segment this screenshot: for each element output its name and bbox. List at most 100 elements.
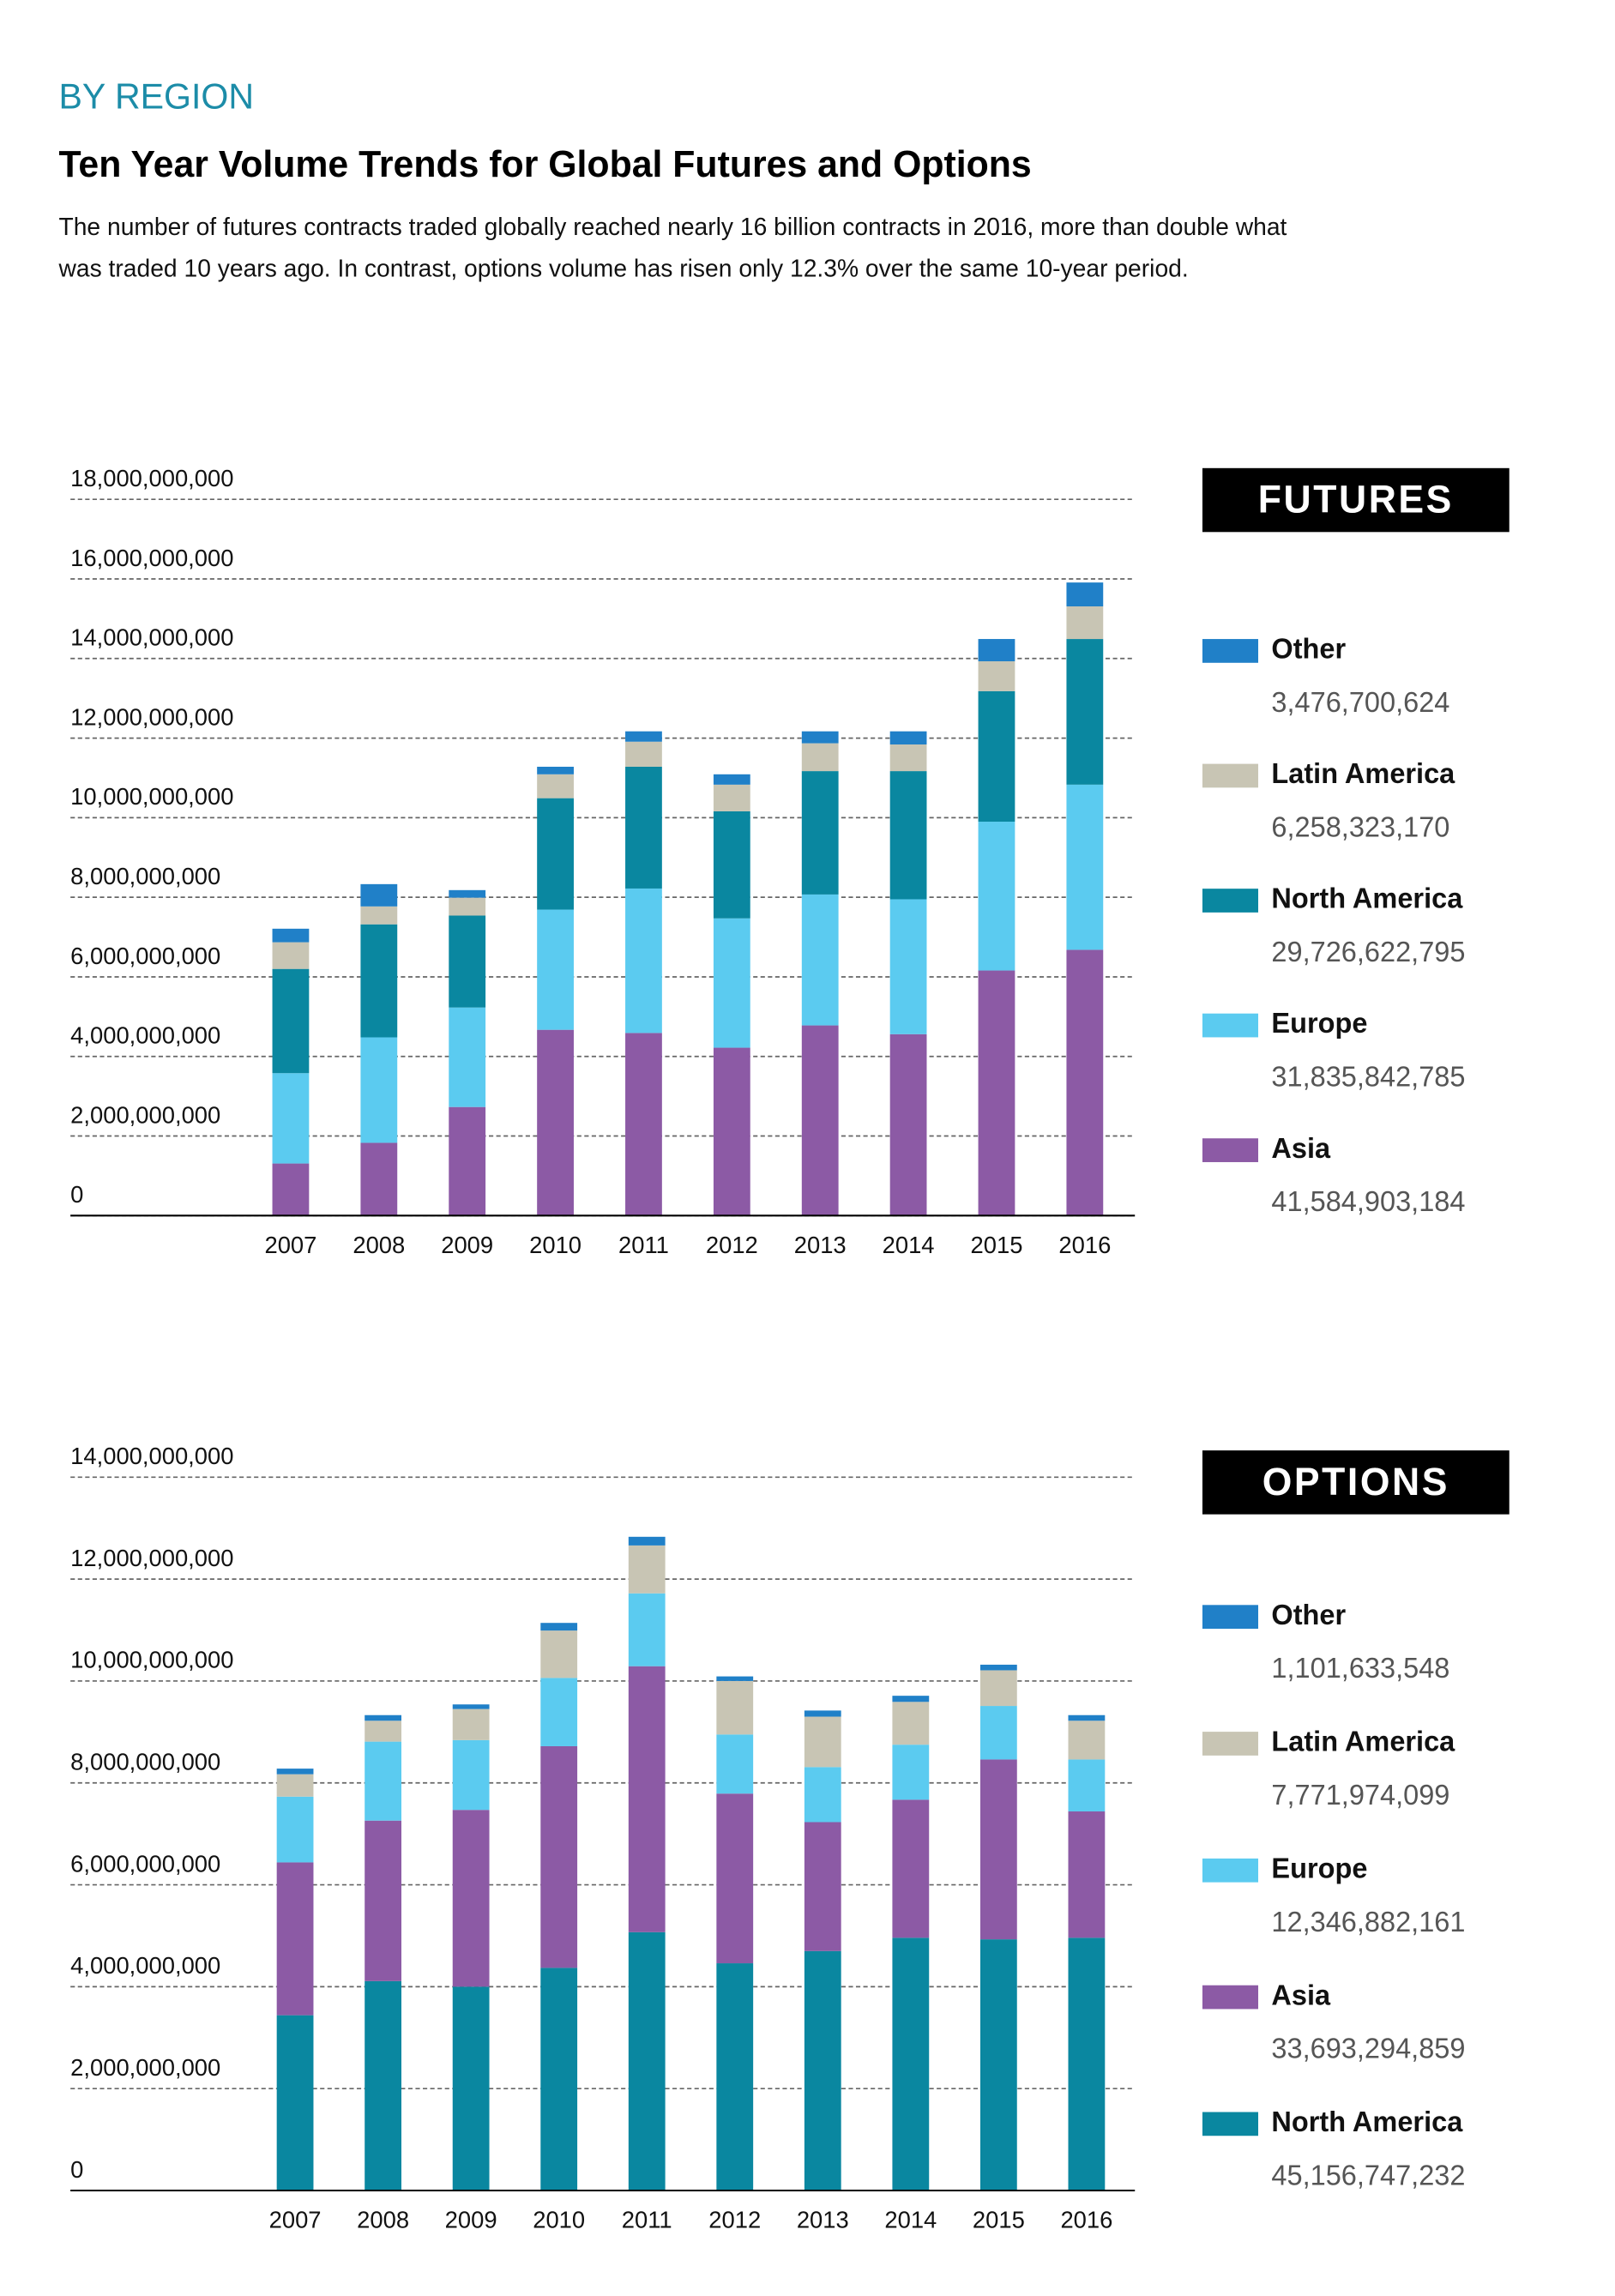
x-tick-label: 2016 bbox=[1058, 1232, 1111, 1258]
legend-swatch bbox=[1202, 639, 1259, 663]
bar-segment bbox=[452, 1704, 490, 1709]
bar-segment bbox=[716, 1793, 754, 1964]
legend-label: Other bbox=[1271, 1599, 1346, 1630]
x-tick-label: 2016 bbox=[1060, 2207, 1112, 2233]
bar-segment bbox=[716, 1676, 754, 1681]
bar-segment bbox=[452, 1810, 490, 1987]
legend-label: Europe bbox=[1271, 1852, 1367, 1883]
bar-segment bbox=[625, 731, 662, 742]
legend-total: 29,726,622,795 bbox=[1271, 936, 1465, 967]
bar-segment bbox=[360, 906, 398, 925]
x-tick-label: 2007 bbox=[269, 2207, 322, 2233]
bar-segment bbox=[540, 1678, 578, 1746]
y-tick-label: 10,000,000,000 bbox=[70, 783, 233, 810]
bar-segment bbox=[449, 897, 486, 916]
bar-segment bbox=[978, 661, 1015, 691]
bar-segment bbox=[716, 1680, 754, 1735]
legend-swatch bbox=[1202, 1985, 1259, 2010]
bar-segment bbox=[452, 1739, 490, 1811]
bar-segment bbox=[272, 1163, 310, 1216]
bar-segment bbox=[272, 928, 310, 943]
bar-segment bbox=[365, 1714, 402, 1721]
bar-segment bbox=[978, 822, 1015, 971]
x-tick-label: 2015 bbox=[971, 1232, 1023, 1258]
bar-segment bbox=[540, 1623, 578, 1631]
y-tick-label: 16,000,000,000 bbox=[70, 545, 233, 571]
bar-segment bbox=[537, 774, 574, 798]
bar-segment bbox=[978, 970, 1015, 1216]
bar-segment bbox=[360, 924, 398, 1038]
legend-swatch bbox=[1202, 1013, 1259, 1038]
x-tick-label: 2008 bbox=[353, 1232, 405, 1258]
bar-segment bbox=[360, 1037, 398, 1143]
bar-segment bbox=[801, 1025, 839, 1216]
x-tick-label: 2013 bbox=[797, 2207, 849, 2233]
bar-segment bbox=[978, 690, 1015, 823]
bar-segment bbox=[889, 771, 927, 900]
legend-total: 3,476,700,624 bbox=[1271, 686, 1449, 718]
legend-swatch bbox=[1202, 1732, 1259, 1756]
legend-label: North America bbox=[1271, 883, 1463, 914]
bar-segment bbox=[713, 784, 750, 811]
bar-segment bbox=[365, 1980, 402, 2191]
bar-segment bbox=[979, 1759, 1017, 1940]
y-tick-label: 12,000,000,000 bbox=[70, 703, 233, 730]
bar-segment bbox=[276, 1774, 314, 1797]
x-tick-label: 2009 bbox=[441, 1232, 493, 1258]
chart-title-box bbox=[1202, 467, 1510, 533]
bar-segment bbox=[628, 1593, 666, 1666]
legend-label: Latin America bbox=[1271, 757, 1455, 789]
bar-segment bbox=[628, 1545, 666, 1594]
x-tick-label: 2014 bbox=[884, 2207, 937, 2233]
legend-swatch bbox=[1202, 763, 1259, 788]
x-tick-label: 2011 bbox=[618, 1232, 669, 1258]
legend-total: 12,346,882,161 bbox=[1271, 1906, 1465, 1937]
bar-segment bbox=[625, 888, 662, 1034]
bar-segment bbox=[625, 741, 662, 767]
y-tick-label: 6,000,000,000 bbox=[70, 943, 220, 969]
bar-segment bbox=[365, 1741, 402, 1821]
bar-segment bbox=[713, 918, 750, 1048]
y-tick-label: 14,000,000,000 bbox=[70, 1443, 233, 1469]
bar-segment bbox=[804, 1822, 841, 1951]
bar-segment bbox=[365, 1720, 402, 1742]
bar-segment bbox=[1066, 582, 1104, 606]
bar-segment bbox=[1066, 639, 1104, 785]
legend-total: 1,101,633,548 bbox=[1271, 1652, 1449, 1684]
bar-segment bbox=[801, 894, 839, 1026]
bar-segment bbox=[360, 1142, 398, 1216]
bar-segment bbox=[537, 766, 574, 774]
chart-title: FUTURES bbox=[1258, 478, 1454, 521]
legend-total: 41,584,903,184 bbox=[1271, 1185, 1465, 1217]
bar-segment bbox=[537, 909, 574, 1030]
bar-segment bbox=[452, 1986, 490, 2191]
bar-segment bbox=[713, 811, 750, 919]
bar-segment bbox=[713, 774, 750, 785]
legend-total: 31,835,842,785 bbox=[1271, 1060, 1465, 1092]
bar-segment bbox=[272, 968, 310, 1074]
bar-segment bbox=[276, 2015, 314, 2191]
bar-segment bbox=[1066, 784, 1104, 950]
bar-segment bbox=[540, 1630, 578, 1678]
x-tick-label: 2012 bbox=[706, 1232, 758, 1258]
bar-segment bbox=[276, 1796, 314, 1863]
bar-segment bbox=[892, 1799, 930, 1938]
x-tick-label: 2012 bbox=[708, 2207, 761, 2233]
bar-segment bbox=[272, 942, 310, 969]
bar-segment bbox=[713, 1047, 750, 1216]
legend-label: North America bbox=[1271, 2106, 1463, 2137]
y-tick-label: 4,000,000,000 bbox=[70, 1021, 220, 1048]
chart-title: OPTIONS bbox=[1262, 1461, 1449, 1504]
bar-segment bbox=[801, 743, 839, 772]
bar-segment bbox=[276, 1769, 314, 1775]
bar-segment bbox=[804, 1716, 841, 1768]
bar-segment bbox=[804, 1710, 841, 1717]
bar-segment bbox=[449, 1106, 486, 1216]
legend-swatch bbox=[1202, 1858, 1259, 1883]
x-tick-label: 2014 bbox=[883, 1232, 935, 1258]
bar-segment bbox=[979, 1706, 1017, 1760]
bar-segment bbox=[625, 766, 662, 889]
bar-segment bbox=[1066, 949, 1104, 1216]
bar-segment bbox=[628, 1666, 666, 1932]
bar-segment bbox=[889, 899, 927, 1034]
